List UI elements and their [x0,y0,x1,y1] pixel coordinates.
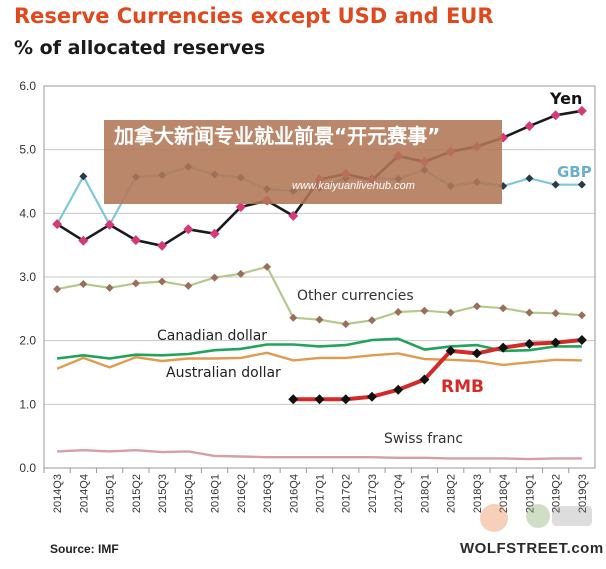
data-point-yen [235,201,246,212]
y-tick-label: 5.0 [19,143,36,157]
data-point-other [79,280,88,289]
data-point-other [499,304,508,313]
data-point-rmb [524,338,535,349]
brand-footer: WOLFSTREET.com [460,540,604,557]
series-label-chf: Swiss franc [384,431,463,447]
data-point-rmb [340,394,351,405]
series-label-rmb: RMB [441,377,484,397]
data-point-rmb [366,391,377,402]
data-point-gbp [551,180,560,189]
data-point-other [315,315,324,324]
data-point-yen [550,110,561,121]
data-point-yen [183,224,194,235]
data-point-other [210,273,219,282]
x-tick-label: 2015Q4 [183,474,195,513]
data-point-other [420,306,429,315]
y-tick-label: 0.0 [19,461,36,475]
y-tick-label: 6.0 [19,79,36,93]
data-point-yen [130,235,141,246]
data-point-rmb [314,394,325,405]
data-point-gbp [79,172,88,181]
data-point-other [394,308,403,317]
x-tick-label: 2016Q2 [236,474,248,513]
data-point-other [236,269,245,278]
x-tick-label: 2015Q3 [157,474,169,513]
watermark-logo-icon [480,504,592,532]
data-point-rmb [498,342,509,353]
x-tick-label: 2018Q2 [446,474,458,513]
data-point-rmb [419,374,430,385]
data-point-yen [288,210,299,221]
x-tick-label: 2016Q3 [262,474,274,513]
data-point-yen [104,219,115,230]
x-tick-label: 2017Q2 [341,474,353,513]
data-point-rmb [445,345,456,356]
x-tick-label: 2015Q1 [105,474,117,513]
y-tick-label: 2.0 [19,334,36,348]
data-point-other [289,313,298,322]
series-label-cad: Canadian dollar [157,328,267,344]
chart-title: Reserve Currencies except USD and EUR [14,4,494,28]
chart-subtitle: % of allocated reserves [14,37,266,59]
overlay-title: 加拿大新闻专业就业前景“开元赛事” [114,124,441,148]
label-group: 0.0 1.0 2.0 3.0 4.0 5.0 6.0 2014Q3 2014Q4 2015Q1 2… [19,79,591,513]
data-point-other [551,309,560,318]
data-point-other [184,281,193,290]
x-tick-label: 2014Q3 [52,474,64,513]
x-tick-label: 2018Q4 [498,474,510,513]
series-label-gbp: GBP [557,163,592,181]
series-label-other: Other currencies [297,288,414,304]
x-tick-label: 2017Q3 [367,474,379,513]
x-tick-label: 2015Q2 [131,474,143,513]
y-tick-label: 4.0 [19,206,36,220]
series-label-yen: Yen [549,89,582,108]
x-tick-label: 2017Q4 [393,474,405,513]
data-point-other [472,302,481,311]
data-point-rmb [576,335,587,346]
series-line-chf [57,449,582,461]
x-tick-label: 2019Q3 [577,474,589,513]
data-point-other [367,316,376,325]
data-point-rmb [288,394,299,405]
x-tick-label: 2017Q1 [315,474,327,513]
x-tick-label: 2019Q1 [524,474,536,513]
data-point-yen [78,235,89,246]
series-line-aud [56,351,582,370]
x-tick-label: 2019Q2 [551,474,563,513]
y-tick-label: 3.0 [19,270,36,284]
y-tick-label: 1.0 [19,397,36,411]
overlay-url[interactable]: www.kaiyuanlivehub.com [292,180,415,192]
data-point-yen [52,219,63,230]
data-point-yen [209,228,220,239]
source-note: Source: IMF [50,542,119,556]
data-point-other [158,277,167,286]
data-point-other [105,283,114,292]
data-point-rmb [393,384,404,395]
series-label-aud: Australian dollar [166,365,281,381]
data-point-other [577,311,586,320]
plot-frame [43,85,596,469]
data-point-yen [157,240,168,251]
x-tick-label: 2018Q3 [472,474,484,513]
data-point-rmb [550,337,561,348]
data-point-other [525,308,534,317]
data-point-other [263,262,272,271]
ad-overlay-banner[interactable]: 加拿大新闻专业就业前景“开元赛事” www.kaiyuanlivehub.com [104,120,502,204]
x-tick-label: 2018Q1 [419,474,431,513]
data-point-other [446,308,455,317]
data-point-other [341,320,350,329]
x-tick-label: 2016Q4 [288,474,300,513]
data-point-gbp [577,180,586,189]
x-tick-label: 2016Q1 [210,474,222,513]
data-point-gbp [525,174,534,183]
data-point-rmb [471,348,482,359]
data-point-yen [576,105,587,116]
x-tick-label: 2014Q4 [78,474,90,513]
data-point-other [131,279,140,288]
data-point-yen [524,121,535,132]
data-point-other [53,285,62,294]
